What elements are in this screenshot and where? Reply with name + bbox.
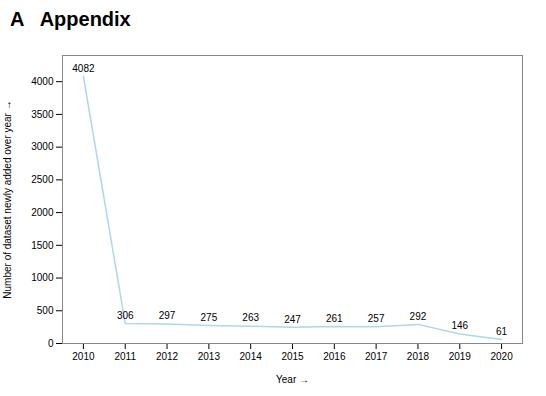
svg-text:2012: 2012 <box>156 351 179 362</box>
svg-text:4000: 4000 <box>31 76 54 87</box>
svg-text:2013: 2013 <box>198 351 221 362</box>
svg-text:2000: 2000 <box>31 207 54 218</box>
svg-text:3000: 3000 <box>31 141 54 152</box>
svg-text:261: 261 <box>326 313 343 324</box>
svg-text:3500: 3500 <box>31 109 54 120</box>
svg-text:1500: 1500 <box>31 240 54 251</box>
svg-text:Number of dataset newly added: Number of dataset newly added over year … <box>2 100 13 298</box>
svg-text:2015: 2015 <box>281 351 304 362</box>
svg-text:2014: 2014 <box>240 351 263 362</box>
svg-text:1000: 1000 <box>31 272 54 283</box>
svg-text:275: 275 <box>201 312 218 323</box>
svg-text:247: 247 <box>284 314 301 325</box>
svg-text:61: 61 <box>496 326 508 337</box>
svg-text:2500: 2500 <box>31 174 54 185</box>
svg-text:292: 292 <box>410 311 427 322</box>
svg-text:2018: 2018 <box>407 351 430 362</box>
svg-text:2010: 2010 <box>72 351 95 362</box>
svg-text:306: 306 <box>117 310 134 321</box>
svg-text:2016: 2016 <box>323 351 346 362</box>
svg-text:263: 263 <box>242 312 259 323</box>
svg-text:500: 500 <box>37 305 54 316</box>
svg-text:2020: 2020 <box>490 351 513 362</box>
html-text:A Appendix: A Appendix <box>10 8 131 30</box>
svg-text:4082: 4082 <box>72 63 95 74</box>
svg-text:257: 257 <box>368 313 385 324</box>
svg-text:Year →: Year → <box>276 374 309 385</box>
svg-text:2019: 2019 <box>449 351 472 362</box>
svg-text:146: 146 <box>451 320 468 331</box>
svg-text:2017: 2017 <box>365 351 388 362</box>
svg-text:297: 297 <box>159 310 176 321</box>
svg-text:2011: 2011 <box>114 351 136 362</box>
svg-text:0: 0 <box>48 338 54 349</box>
